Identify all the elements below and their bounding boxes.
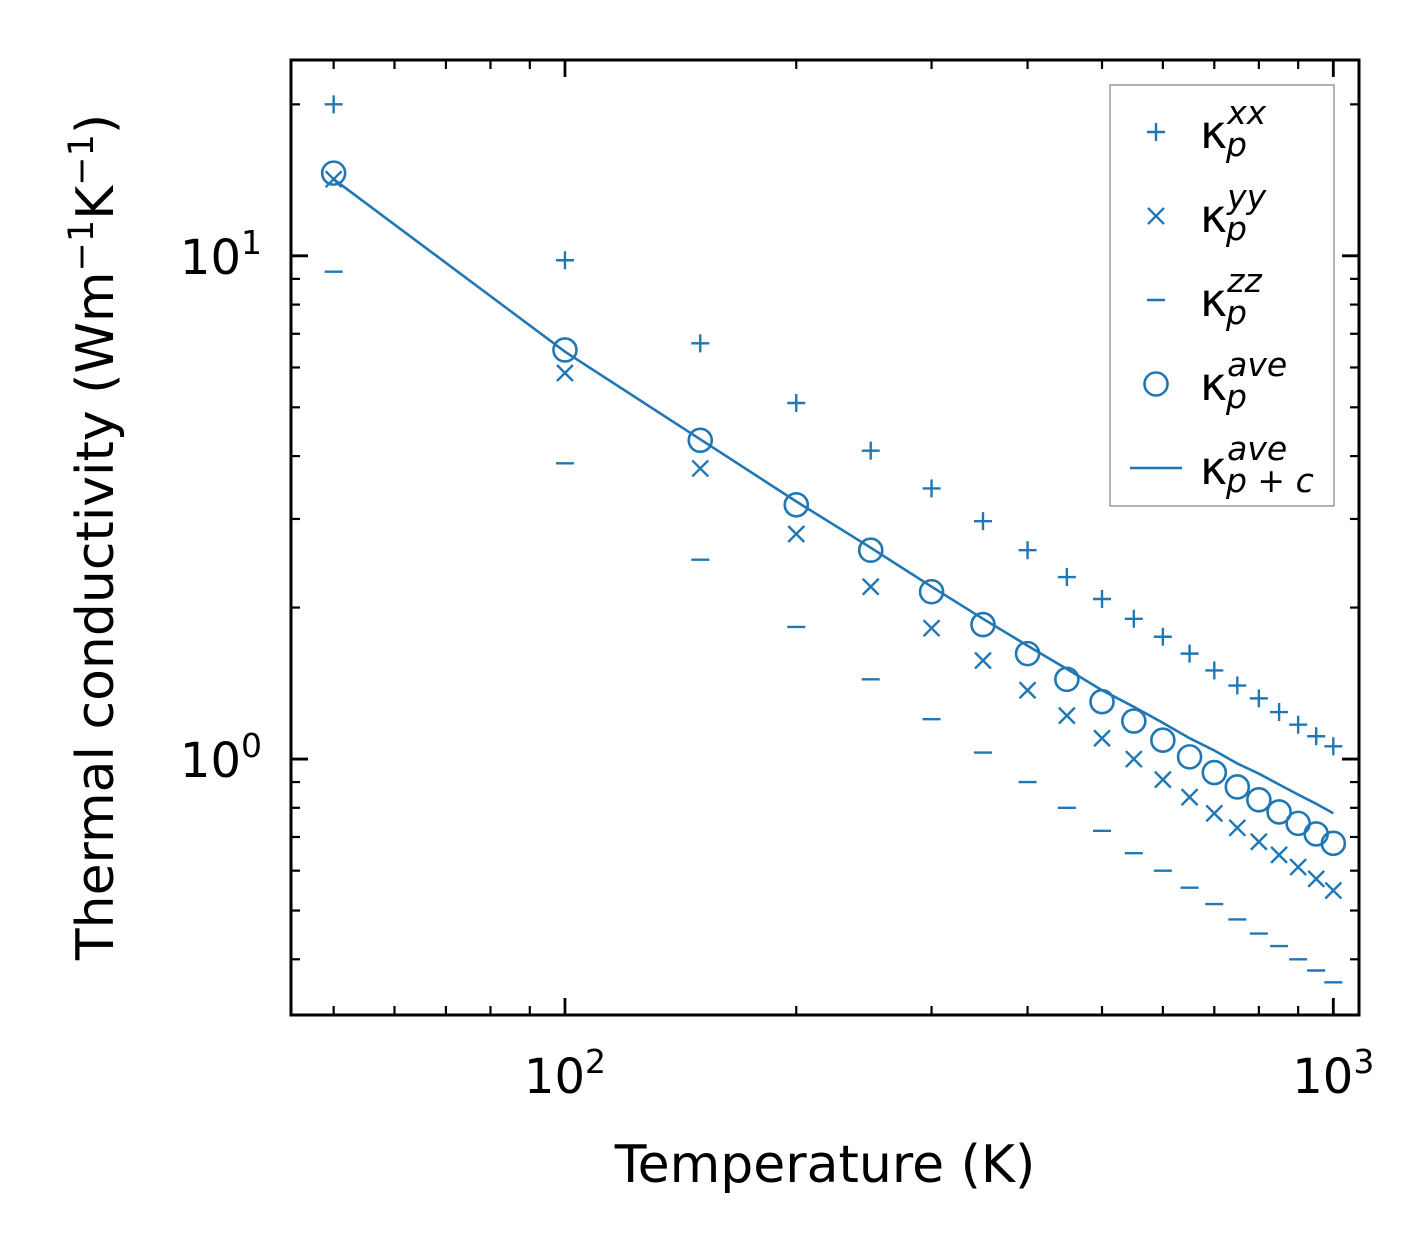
- point-kyy: [691, 459, 710, 478]
- legend-entry-kzz: κzz p: [1147, 261, 1262, 332]
- point-kyy: [1093, 729, 1111, 748]
- point-kave: [1246, 786, 1272, 813]
- point-kxx: [973, 512, 992, 531]
- legend-marker-kyy: [1147, 207, 1165, 225]
- legend-entry-kxx: κxx p: [1147, 93, 1267, 164]
- x-tick-label: 102: [524, 1042, 606, 1105]
- tick-labels: 102 103 100 101: [180, 223, 1374, 1105]
- legend-label-kyy: κyy p: [1200, 177, 1267, 248]
- series-line-kave_pc: [332, 178, 1334, 815]
- legend-frame: [1109, 84, 1335, 507]
- point-kxx: [555, 251, 574, 270]
- point-kave: [1266, 799, 1292, 825]
- point-kave: [1121, 708, 1147, 734]
- legend-entry-kyy: κyy p: [1147, 177, 1267, 248]
- point-kyy: [1018, 681, 1037, 700]
- legend-marker-kxx: [1147, 123, 1165, 141]
- major-ticks: [291, 60, 1359, 1015]
- point-kxx: [324, 95, 343, 114]
- point-kyy: [1270, 846, 1288, 864]
- y-axis-label-exp1: −1: [62, 220, 102, 272]
- point-kxx: [861, 441, 880, 460]
- series-kxx: [324, 95, 1343, 756]
- plot-frame: [289, 58, 1361, 1017]
- plot-series: [320, 95, 1347, 984]
- x-axis-label: Temperature (K): [614, 1135, 1036, 1195]
- point-kyy: [1205, 804, 1224, 823]
- y-axis-label-prefix: Thermal conductivity (Wm: [66, 271, 126, 961]
- point-kave: [1320, 830, 1347, 857]
- y-tick-label: 100: [180, 726, 262, 789]
- point-kxx: [1205, 661, 1224, 680]
- point-kave: [1176, 744, 1203, 770]
- point-kave: [1224, 774, 1251, 800]
- point-kxx: [1228, 676, 1247, 695]
- point-kxx: [1093, 589, 1112, 608]
- y-axis-label: Thermal conductivity (Wm−1K−1): [62, 114, 126, 961]
- point-kxx: [1018, 541, 1037, 560]
- point-kave: [918, 578, 945, 605]
- point-kave: [1303, 821, 1330, 847]
- point-kyy: [1154, 770, 1172, 789]
- point-kyy: [1289, 858, 1308, 876]
- point-kyy: [787, 525, 806, 543]
- point-kyy: [556, 364, 574, 382]
- point-kave: [687, 427, 714, 454]
- point-kxx: [1249, 689, 1268, 708]
- point-kave: [1150, 727, 1176, 754]
- point-kave: [783, 492, 810, 518]
- point-kxx: [1057, 568, 1076, 587]
- legend-label-kave_pc: κave p + c: [1200, 429, 1314, 500]
- series-kzz: [324, 270, 1343, 984]
- y-axis-label-mid: K: [66, 184, 126, 220]
- point-kxx: [1324, 737, 1343, 756]
- y-tick-label: 101: [180, 223, 262, 286]
- point-kyy: [1058, 706, 1076, 725]
- point-kxx: [1180, 644, 1199, 663]
- point-kyy: [1250, 832, 1268, 851]
- point-kxx: [691, 334, 710, 353]
- point-kyy: [1228, 818, 1247, 837]
- point-kave: [1201, 759, 1228, 786]
- series-kave_pc: [332, 178, 1334, 815]
- x-tick-label: 103: [1292, 1042, 1374, 1105]
- point-kxx: [1307, 727, 1326, 746]
- point-kxx: [1270, 703, 1289, 722]
- point-kyy: [922, 619, 941, 638]
- point-kyy: [1307, 869, 1326, 888]
- point-kave: [1054, 666, 1080, 693]
- point-kyy: [1324, 881, 1343, 900]
- point-kxx: [922, 479, 941, 498]
- point-kave: [857, 537, 884, 564]
- legend-entry-kave: κave p: [1143, 345, 1287, 416]
- legend-marker-kave: [1143, 371, 1169, 397]
- point-kxx: [1124, 609, 1143, 628]
- y-axis-label-exp2: −1: [62, 134, 102, 186]
- point-kave: [320, 160, 347, 186]
- point-kxx: [787, 393, 806, 412]
- legend-label-kave: κave p: [1200, 345, 1287, 416]
- point-kyy: [974, 651, 992, 670]
- legend-label-kzz: κzz p: [1200, 261, 1262, 332]
- y-axis-label-suffix: ): [66, 114, 126, 134]
- legend: κxx p κyy p κzz p κave p κave p + c: [1109, 84, 1335, 507]
- point-kyy: [1124, 750, 1143, 768]
- series-kave: [320, 160, 1347, 857]
- point-kxx: [1153, 627, 1172, 646]
- legend-entry-kave_pc: κave p + c: [1130, 429, 1314, 500]
- point-kyy: [861, 577, 880, 596]
- point-kyy: [1180, 788, 1199, 806]
- point-kxx: [1289, 715, 1308, 734]
- legend-entries: κxx p κyy p κzz p κave p κave p + c: [1130, 93, 1314, 500]
- legend-label-kxx: κxx p: [1200, 93, 1267, 164]
- series-kyy: [324, 170, 1343, 900]
- point-kave: [552, 337, 578, 363]
